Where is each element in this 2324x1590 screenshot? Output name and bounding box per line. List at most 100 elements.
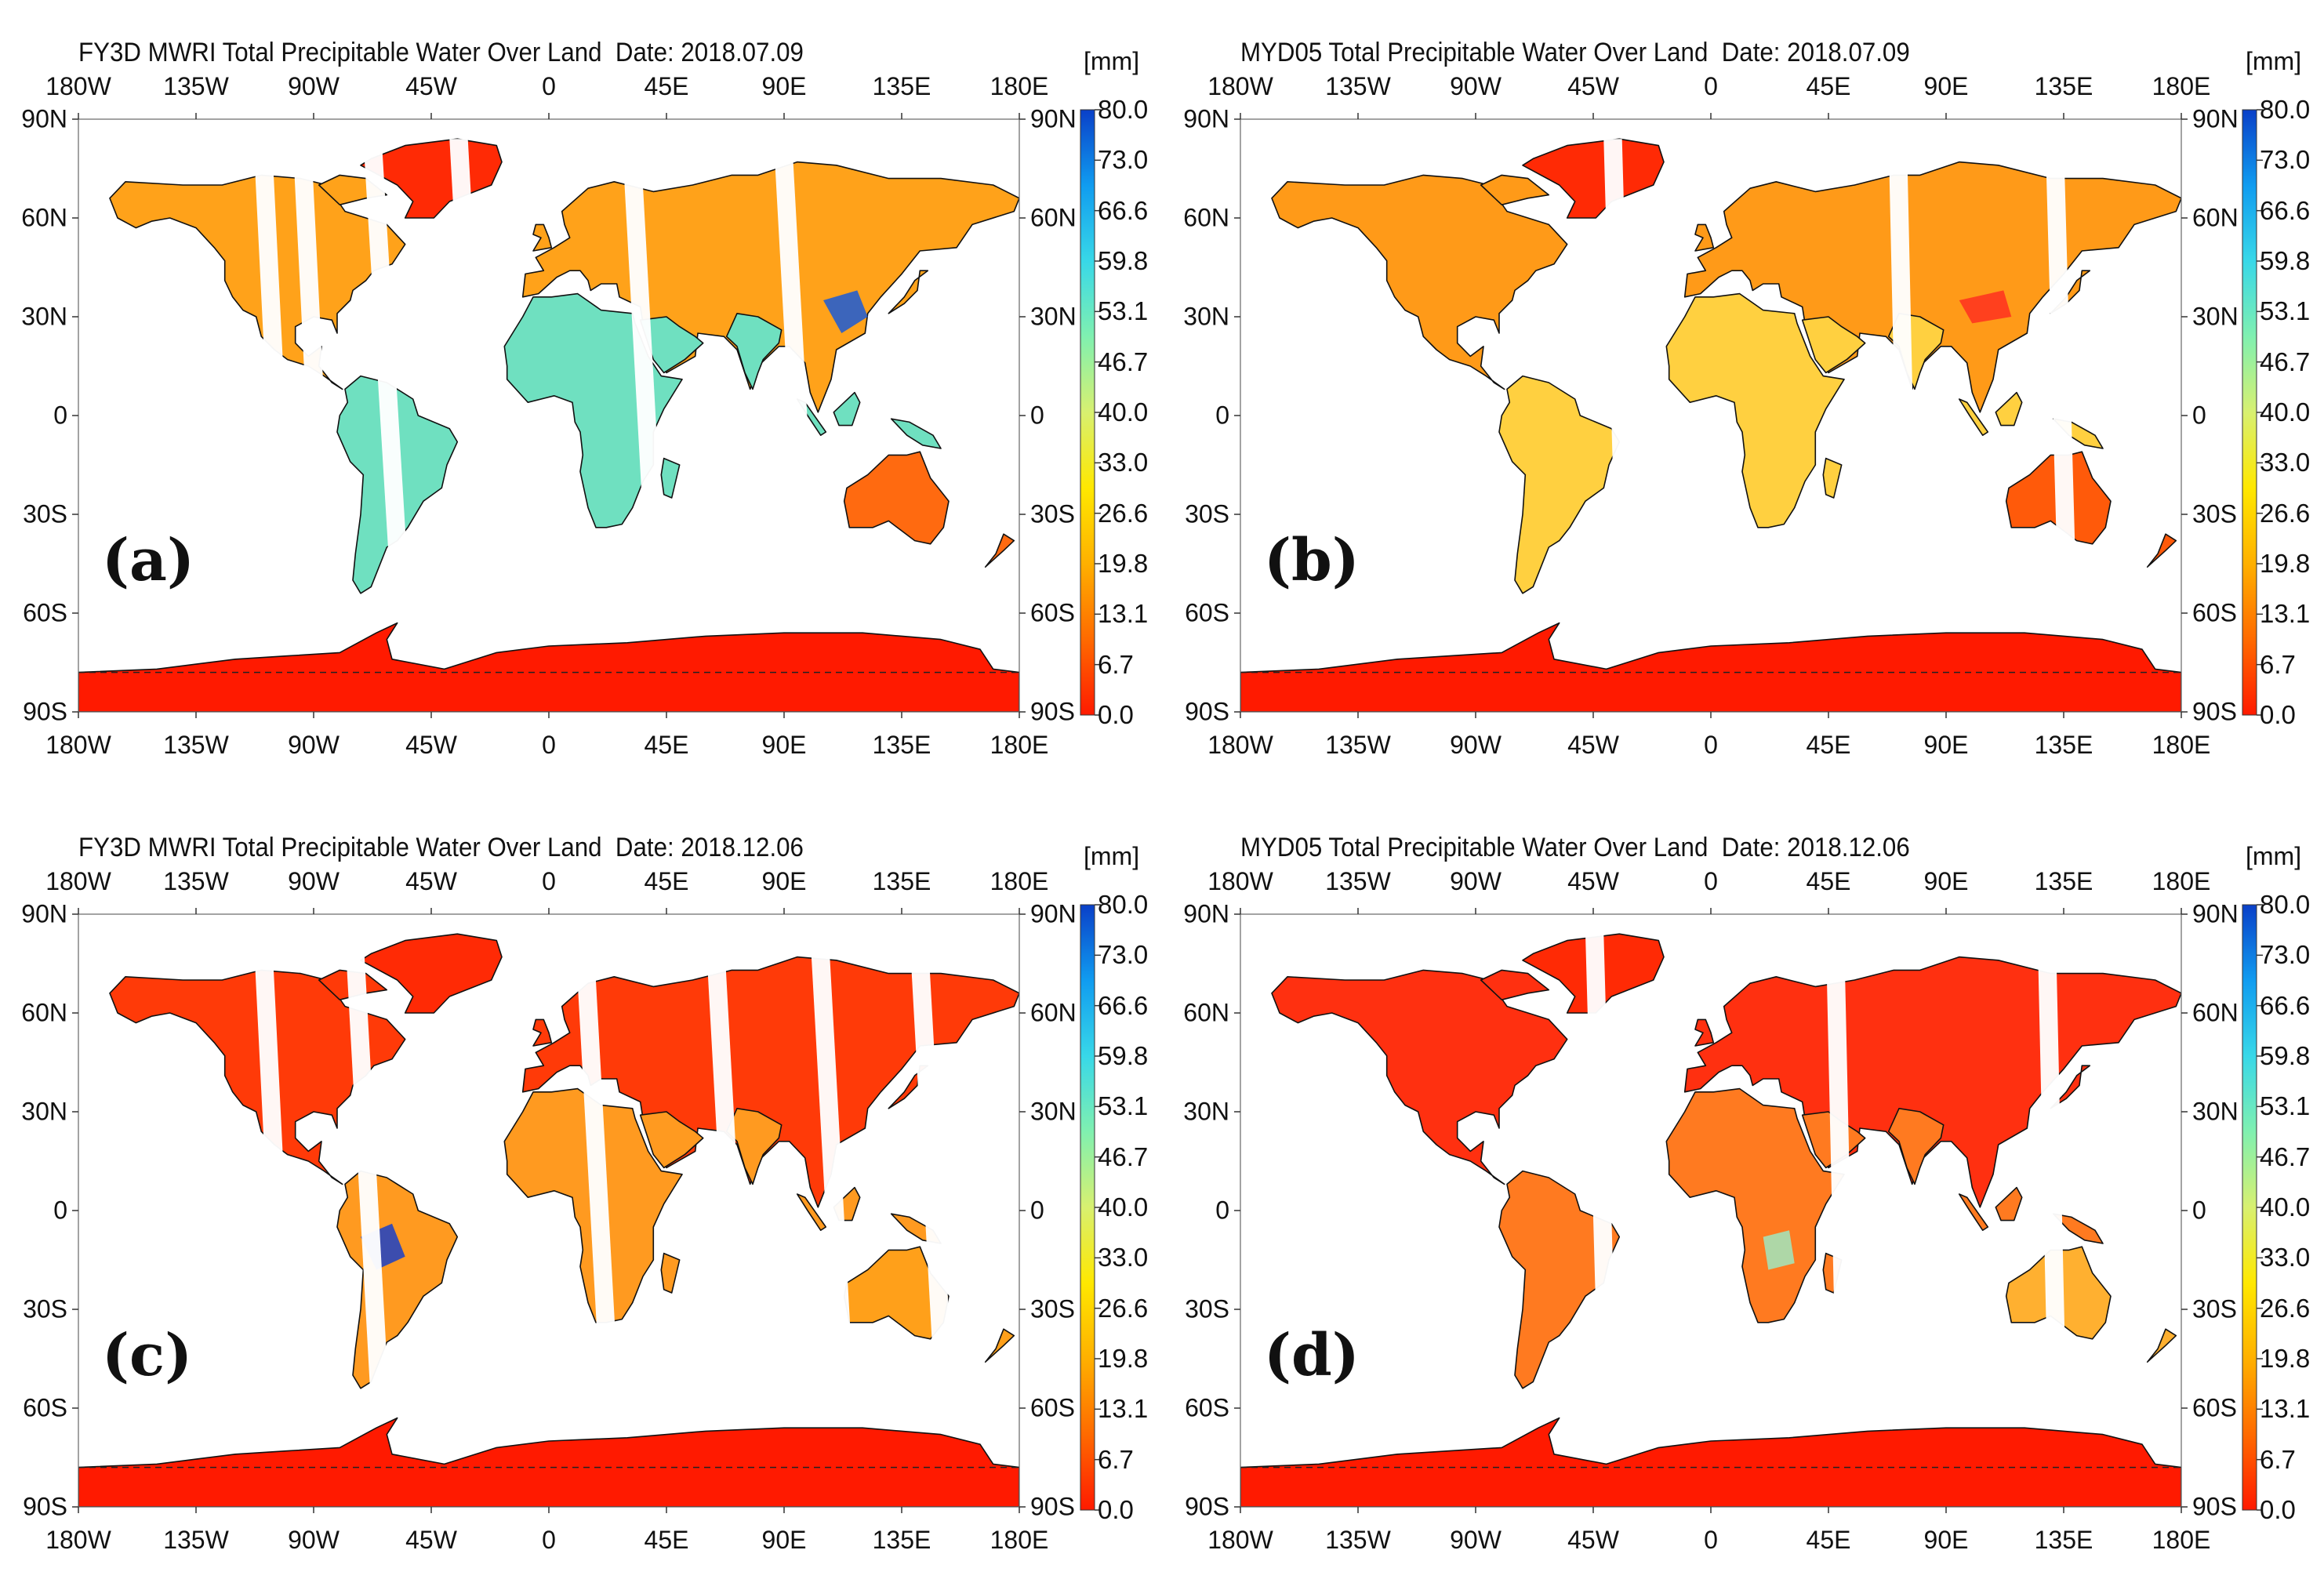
land-madagascar — [1822, 457, 1843, 499]
panel-title: MYD05 Total Precipitable Water Over Land… — [1240, 833, 1910, 862]
lat-tick-label-right: 60N — [2192, 203, 2239, 232]
land-layer — [1240, 933, 2181, 1507]
land-eurasia — [521, 161, 1019, 413]
colorbar — [2242, 109, 2257, 716]
lon-tick-label-bottom: 45W — [405, 731, 457, 759]
land-layer — [78, 138, 1019, 712]
swath-gap — [2037, 934, 2067, 1408]
lon-tick-label-bottom: 180E — [990, 1526, 1049, 1554]
land-india — [725, 1108, 783, 1185]
lat-tick-label-right: 90S — [1030, 697, 1075, 726]
panel-title: FY3D MWRI Total Precipitable Water Over … — [78, 38, 804, 67]
land-north-america — [1271, 969, 1568, 1185]
lon-tick-label-top: 45W — [1567, 72, 1619, 100]
panel-letter: (b) — [1264, 527, 1360, 594]
land-uk — [532, 223, 553, 252]
lon-tick-label-bottom: 45W — [1567, 1526, 1619, 1554]
colorbar-tick-label: 46.7 — [2260, 347, 2311, 376]
lat-tick-label-right: 30N — [2192, 302, 2239, 331]
land-greenland — [360, 933, 503, 1014]
panel-letter: (a) — [102, 527, 194, 594]
colorbar-tick-label: 40.0 — [1098, 398, 1149, 427]
lon-tick-label-top: 0 — [542, 867, 556, 895]
panel-title: MYD05 Total Precipitable Water Over Land… — [1240, 38, 1910, 67]
colorbar-unit: [mm] — [2246, 47, 2302, 75]
high-value-region — [823, 290, 868, 333]
map-plot — [1234, 904, 2263, 1513]
lon-tick-label-top: 135W — [1325, 867, 1391, 895]
land-layer — [1240, 138, 2181, 712]
colorbar-tick-label: 33.0 — [2260, 1243, 2311, 1272]
land-india — [1887, 1108, 1945, 1185]
lat-tick-label-right: 30N — [1030, 1097, 1077, 1126]
colorbar-tick-label: 40.0 — [2260, 1192, 2311, 1222]
colorbar-tick-label: 53.1 — [2260, 1091, 2311, 1121]
panel-letter: (c) — [102, 1322, 193, 1389]
lon-tick-label-top: 90W — [1450, 867, 1502, 895]
land-south-america — [1498, 375, 1621, 594]
swath-gap — [253, 139, 296, 613]
lat-tick-label-left: 0 — [53, 1196, 67, 1225]
land-antarctica — [78, 1417, 1019, 1507]
lon-tick-label-top: 90E — [1923, 867, 1969, 895]
land-uk — [532, 1018, 553, 1047]
land-south-america — [336, 1170, 459, 1389]
lat-tick-label-right: 30S — [1030, 499, 1075, 528]
lon-tick-label-top: 90W — [288, 867, 340, 895]
land-borneo — [1995, 391, 2023, 427]
lat-tick-label-left: 60S — [1185, 1393, 1229, 1422]
panel-letter: (d) — [1264, 1322, 1360, 1389]
lat-tick-label-left: 30S — [23, 499, 67, 528]
lon-tick-label-top: 45E — [1806, 72, 1851, 100]
lon-tick-label-top: 90W — [1450, 72, 1502, 100]
lon-tick-label-top: 135W — [1325, 72, 1391, 100]
lat-tick-label-right: 60S — [2192, 1393, 2237, 1422]
land-new-zealand — [2146, 1328, 2177, 1363]
lon-tick-label-bottom: 135W — [163, 731, 229, 759]
swath-gap — [1888, 139, 1918, 613]
colorbar-tick-label: 19.8 — [1098, 549, 1149, 578]
colorbar-tick-label: 80.0 — [2260, 95, 2311, 124]
land-arabia — [639, 1111, 704, 1169]
lon-tick-label-bottom: 0 — [542, 731, 556, 759]
land-baffin-island — [1480, 969, 1550, 1000]
land-madagascar — [660, 1252, 681, 1294]
colorbar-tick-label: 19.8 — [1098, 1344, 1149, 1373]
land-new-zealand — [984, 533, 1015, 568]
colorbar-tick-label: 19.8 — [2260, 549, 2311, 578]
lon-tick-label-top: 135W — [163, 72, 229, 100]
lat-tick-label-left: 90S — [1185, 1492, 1229, 1521]
colorbar-tick-label: 13.1 — [1098, 599, 1149, 629]
colorbar-tick-label: 26.6 — [2260, 1293, 2311, 1323]
colorbar-tick-label: 0.0 — [2260, 700, 2296, 729]
colorbar-tick-label: 0.0 — [2260, 1495, 2296, 1524]
lat-tick-label-right: 60S — [1030, 1393, 1075, 1422]
swath-gap — [575, 934, 619, 1408]
land-africa — [1665, 1087, 1845, 1323]
lat-tick-label-left: 30S — [1185, 1294, 1229, 1323]
swath-gap — [449, 139, 494, 613]
colorbar-tick-label: 26.6 — [2260, 498, 2311, 528]
lon-tick-label-top: 135E — [872, 867, 931, 895]
colorbar-tick-label: 59.8 — [1098, 246, 1149, 275]
colorbar-tick-label: 59.8 — [2260, 1041, 2311, 1070]
colorbar-tick-label: 26.6 — [1098, 498, 1149, 528]
lon-tick-label-top: 135W — [163, 867, 229, 895]
land-sumatra — [796, 1193, 827, 1231]
swath-gap — [773, 139, 819, 613]
lat-tick-label-right: 30S — [2192, 1294, 2237, 1323]
lon-tick-label-bottom: 135W — [1325, 1526, 1391, 1554]
lon-tick-label-bottom: 0 — [1704, 1526, 1718, 1554]
lat-tick-label-right: 90S — [2192, 697, 2237, 726]
lon-tick-label-top: 180E — [2152, 867, 2211, 895]
high-value-region — [1763, 1230, 1795, 1270]
lon-tick-label-bottom: 90W — [288, 1526, 340, 1554]
lon-tick-label-top: 180E — [2152, 72, 2211, 100]
lon-tick-label-top: 90E — [761, 867, 807, 895]
lat-tick-label-left: 60N — [21, 998, 67, 1027]
lat-tick-label-left: 30S — [1185, 499, 1229, 528]
land-uk — [1694, 223, 1715, 252]
lon-tick-label-bottom: 0 — [1704, 731, 1718, 759]
land-north-america — [109, 969, 406, 1185]
lat-tick-label-left: 30N — [21, 1097, 67, 1126]
